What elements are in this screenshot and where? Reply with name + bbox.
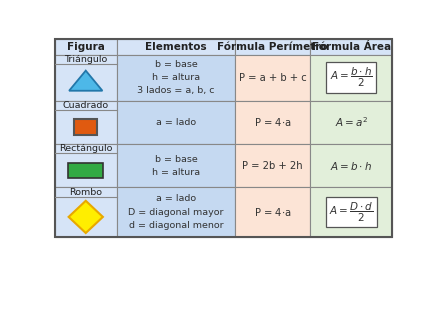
Text: Figura: Figura	[67, 42, 105, 52]
Bar	[310, 144, 392, 187]
Bar	[117, 55, 235, 100]
Text: Cuadrado: Cuadrado	[63, 101, 109, 110]
Bar	[54, 39, 117, 55]
Text: $A = a^{2}$: $A = a^{2}$	[335, 115, 368, 129]
Text: Fórmula Área: Fórmula Área	[312, 42, 391, 52]
Text: b = base
h = altura
3 lados = a, b, c: b = base h = altura 3 lados = a, b, c	[137, 60, 215, 95]
Bar	[74, 118, 97, 136]
Text: Triángulo: Triángulo	[64, 55, 107, 64]
Bar	[235, 39, 310, 55]
Bar	[235, 187, 310, 237]
Text: $A = \dfrac{b \cdot h}{2}$: $A = \dfrac{b \cdot h}{2}$	[330, 66, 373, 89]
Text: Fórmula Perímetro: Fórmula Perímetro	[218, 42, 328, 52]
Bar	[310, 187, 392, 237]
Bar	[117, 144, 235, 187]
Text: Rectángulo: Rectángulo	[59, 144, 112, 153]
Text: Rombo: Rombo	[69, 188, 102, 197]
Bar	[54, 187, 117, 237]
Text: b = base
h = altura: b = base h = altura	[152, 155, 200, 177]
Bar	[310, 55, 392, 100]
Polygon shape	[69, 71, 102, 91]
Bar	[235, 55, 310, 100]
Bar	[54, 55, 117, 100]
Text: a = lado: a = lado	[156, 118, 196, 127]
Bar	[235, 144, 310, 187]
Bar	[310, 100, 392, 144]
Text: $A = \dfrac{D \cdot d}{2}$: $A = \dfrac{D \cdot d}{2}$	[329, 201, 374, 224]
Text: a = lado
D = diagonal mayor
d = diagonal menor: a = lado D = diagonal mayor d = diagonal…	[128, 194, 224, 230]
Bar	[54, 100, 117, 144]
Bar	[117, 100, 235, 144]
Text: $A = b \cdot h$: $A = b \cdot h$	[330, 160, 372, 172]
Bar	[117, 39, 235, 55]
Bar	[310, 39, 392, 55]
Bar	[235, 100, 310, 144]
Bar	[54, 39, 392, 237]
Bar	[54, 144, 117, 187]
Bar	[68, 163, 103, 178]
Text: Elementos: Elementos	[145, 42, 207, 52]
Text: P = 2b + 2h: P = 2b + 2h	[242, 161, 303, 171]
Bar	[117, 187, 235, 237]
Polygon shape	[68, 201, 103, 233]
Text: P = a + b + c: P = a + b + c	[239, 73, 307, 83]
Text: P = 4$\cdot$a: P = 4$\cdot$a	[254, 206, 292, 218]
Text: P = 4$\cdot$a: P = 4$\cdot$a	[254, 116, 292, 128]
